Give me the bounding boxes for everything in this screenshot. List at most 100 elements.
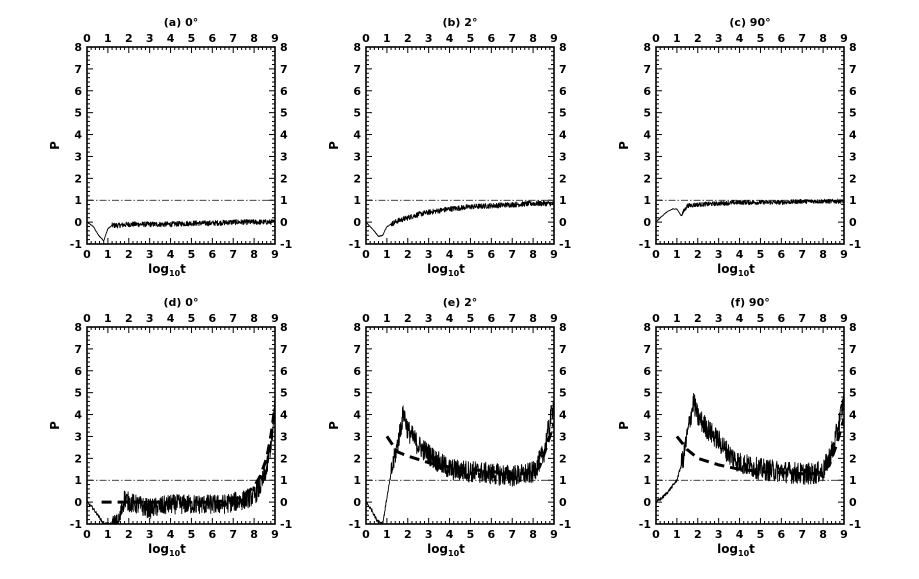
- x-tick-label-bottom: 7: [798, 248, 806, 261]
- y-tick-label-right: -1: [559, 238, 571, 251]
- x-tick-label-bottom: 2: [694, 248, 702, 261]
- plot-frame: [86, 46, 276, 245]
- y-tick-label-right: -1: [280, 518, 292, 531]
- y-tick-label-right: 4: [559, 409, 567, 422]
- x-tick-label-bottom: 1: [383, 528, 391, 541]
- x-tick-label-top: 8: [529, 312, 537, 325]
- x-tick-label-top: 7: [508, 312, 516, 325]
- y-tick-label-left: 2: [74, 452, 82, 465]
- y-tick-label-left: 6: [643, 85, 651, 98]
- x-tick-label-bottom: 1: [673, 528, 681, 541]
- x-tick-label-bottom: 8: [250, 528, 258, 541]
- x-tick-label-top: 3: [715, 312, 723, 325]
- series-line-solid: [87, 397, 275, 524]
- x-tick-label-top: 8: [250, 32, 258, 45]
- y-tick-label-left: 4: [353, 129, 361, 142]
- x-tick-label-bottom: 8: [250, 248, 258, 261]
- x-tick-label-top: 3: [715, 32, 723, 45]
- y-tick-label-left: 0: [74, 216, 82, 229]
- y-tick-label-right: 7: [280, 63, 288, 76]
- x-tick-label-bottom: 7: [229, 528, 237, 541]
- y-tick-label-left: 5: [643, 387, 651, 400]
- y-tick-label-right: 2: [849, 452, 857, 465]
- y-tick-label-left: 5: [353, 387, 361, 400]
- y-tick-label-left: 0: [353, 496, 361, 509]
- y-tick-label-left: 7: [74, 63, 82, 76]
- y-tick-label-right: 8: [559, 41, 567, 54]
- y-tick-label-right: -1: [280, 238, 292, 251]
- series-line-solid: [366, 200, 554, 238]
- x-tick-label-top: 4: [736, 32, 744, 45]
- x-tick-label-bottom: 1: [104, 248, 112, 261]
- y-tick-label-left: 8: [74, 321, 82, 334]
- y-tick-label-right: 2: [849, 172, 857, 185]
- x-tick-label-bottom: 3: [425, 248, 433, 261]
- plot-frame: [655, 326, 845, 525]
- y-tick-label-left: 1: [643, 474, 651, 487]
- x-tick-label-top: 8: [250, 312, 258, 325]
- x-tick-label-top: 6: [778, 312, 786, 325]
- x-tick-label-top: 7: [508, 32, 516, 45]
- y-tick-label-left: 3: [643, 430, 651, 443]
- y-axis-label: P: [617, 141, 631, 150]
- x-tick-label-bottom: 1: [673, 248, 681, 261]
- x-tick-label-bottom: 8: [819, 248, 827, 261]
- x-tick-label-bottom: 1: [104, 528, 112, 541]
- x-axis-label: log10t: [148, 542, 186, 558]
- y-tick-label-left: 6: [74, 85, 82, 98]
- x-tick-label-top: 6: [778, 32, 786, 45]
- y-tick-label-right: 8: [280, 321, 288, 334]
- x-tick-label-bottom: 0: [652, 248, 660, 261]
- plot-frame: [655, 46, 845, 245]
- x-tick-label-bottom: 4: [446, 248, 454, 261]
- x-tick-label-top: 6: [488, 32, 496, 45]
- x-tick-label-top: 8: [819, 32, 827, 45]
- x-tick-label-top: 5: [188, 32, 196, 45]
- y-tick-label-right: 2: [280, 172, 288, 185]
- x-tick-label-top: 1: [383, 32, 391, 45]
- y-tick-label-right: 4: [849, 129, 857, 142]
- y-tick-label-left: 1: [353, 194, 361, 207]
- x-tick-label-bottom: 6: [488, 248, 496, 261]
- y-tick-label-left: 3: [74, 150, 82, 163]
- plot-frame: [86, 326, 276, 525]
- y-tick-label-left: 2: [643, 172, 651, 185]
- y-tick-label-left: 6: [643, 365, 651, 378]
- x-tick-label-bottom: 4: [167, 248, 175, 261]
- y-tick-label-right: 8: [280, 41, 288, 54]
- x-tick-label-top: 3: [425, 312, 433, 325]
- panel-title: (f) 90°: [730, 296, 769, 309]
- x-tick-label-top: 4: [446, 32, 454, 45]
- x-tick-label-bottom: 3: [715, 248, 723, 261]
- y-tick-label-right: 5: [280, 387, 288, 400]
- x-tick-label-bottom: 7: [229, 248, 237, 261]
- x-tick-label-top: 8: [529, 32, 537, 45]
- y-tick-label-right: 2: [559, 452, 567, 465]
- y-tick-label-right: 7: [849, 343, 857, 356]
- x-tick-label-top: 2: [404, 312, 412, 325]
- y-tick-label-right: 6: [849, 365, 857, 378]
- x-tick-label-top: 9: [271, 312, 279, 325]
- y-tick-label-right: 7: [559, 63, 567, 76]
- y-tick-label-left: 2: [643, 452, 651, 465]
- y-tick-label-right: 2: [559, 172, 567, 185]
- x-tick-label-bottom: 0: [362, 248, 370, 261]
- x-tick-label-bottom: 5: [467, 528, 475, 541]
- y-tick-label-right: 0: [559, 216, 567, 229]
- x-tick-label-top: 0: [362, 312, 370, 325]
- x-tick-label-top: 6: [488, 312, 496, 325]
- x-tick-label-bottom: 2: [404, 248, 412, 261]
- panel-title: (a) 0°: [164, 16, 198, 29]
- x-tick-label-top: 6: [209, 312, 217, 325]
- y-tick-label-right: 5: [559, 107, 567, 120]
- y-tick-label-left: -1: [70, 238, 82, 251]
- y-tick-label-left: 8: [643, 321, 651, 334]
- x-tick-label-bottom: 2: [404, 528, 412, 541]
- series-line-solid: [87, 219, 275, 242]
- y-tick-label-right: 3: [559, 430, 567, 443]
- y-axis-label: P: [617, 421, 631, 430]
- y-tick-label-right: 1: [849, 194, 857, 207]
